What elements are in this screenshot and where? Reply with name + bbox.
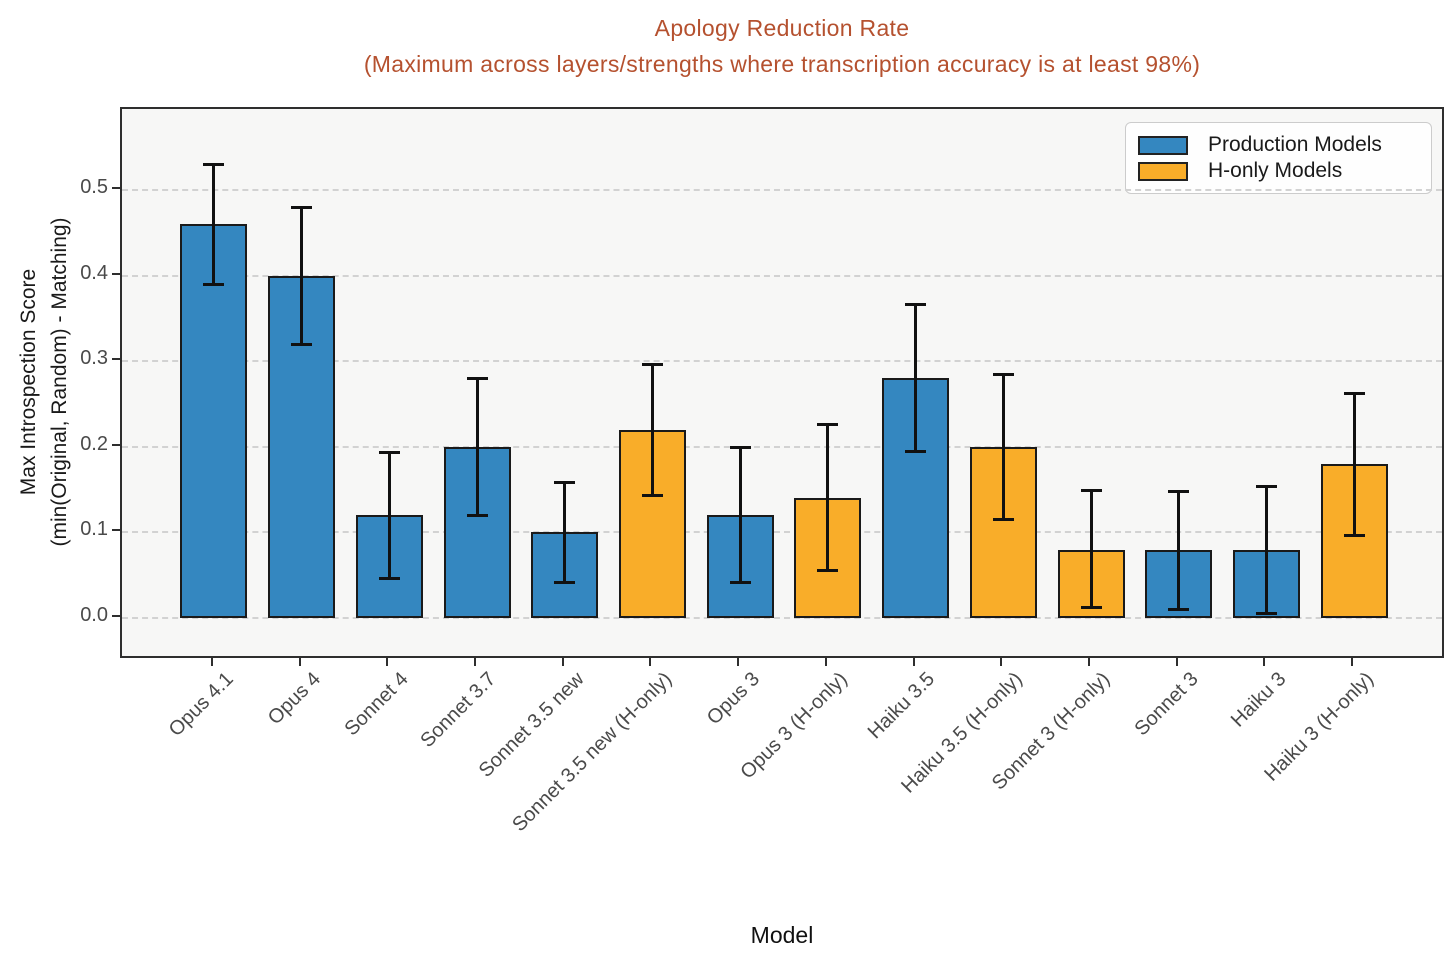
x-tickmark-sonnet-3-h-only (1088, 658, 1090, 666)
x-axis-label: Model (750, 922, 814, 948)
error-bar-opus-4 (300, 207, 304, 345)
x-tick-label-sonnet-3: Sonnet 3 (1130, 668, 1203, 741)
error-cap-lo-sonnet-3-h-only (1080, 606, 1102, 610)
error-cap-hi-haiku-3-5-h-only (992, 372, 1014, 376)
error-cap-lo-sonnet-3-5-new-h-only (641, 494, 663, 498)
x-tick-label-sonnet-3-5-new-h-only: Sonnet 3.5 new (H-only) (507, 668, 676, 837)
y-tickmark-0.1 (112, 529, 120, 532)
y-tickmark-0.4 (112, 272, 120, 275)
error-cap-hi-opus-4-1 (203, 162, 225, 166)
x-tickmark-sonnet-3-5-new-h-only (649, 658, 652, 666)
x-tickmark-opus-4 (298, 658, 301, 666)
bar-opus-4-1 (180, 224, 248, 618)
error-cap-lo-opus-3-h-only (817, 568, 839, 572)
x-tickmark-haiku-3 (1263, 658, 1266, 666)
gridline-0.1 (122, 531, 1442, 534)
error-cap-hi-sonnet-3-h-only (1080, 489, 1102, 492)
y-tick-label-0.0: 0.0 (80, 604, 108, 626)
y-tick-label-0.5: 0.5 (80, 176, 108, 198)
x-tickmark-sonnet-3-7 (474, 658, 476, 666)
error-bar-opus-3-h-only (826, 424, 830, 570)
x-tickmark-sonnet-3-5-new (561, 658, 564, 666)
y-tick-label-0.2: 0.2 (80, 432, 108, 455)
error-cap-lo-haiku-3-5 (905, 449, 927, 453)
x-tickmark-opus-3 (737, 658, 740, 666)
legend-swatch-production-models (1138, 135, 1188, 155)
legend-item-production-models: Production Models (1138, 132, 1419, 158)
error-cap-hi-sonnet-3 (1168, 489, 1190, 493)
x-tickmark-sonnet-4 (386, 658, 389, 666)
y-tickmark-0.0 (112, 615, 120, 617)
error-bar-haiku-3-5-h-only (1001, 374, 1005, 520)
error-cap-hi-sonnet-4 (378, 451, 400, 455)
y-tickmark-0.3 (112, 358, 120, 361)
gridline-0.2 (122, 445, 1442, 448)
x-tickmark-opus-4-1 (210, 658, 213, 666)
y-tickmark-0.2 (112, 443, 120, 446)
error-cap-lo-opus-4-1 (203, 282, 225, 286)
legend-swatch-h-only-models (1138, 161, 1188, 181)
error-cap-lo-haiku-3 (1255, 612, 1277, 616)
chart-subtitle: (Maximum across layers/strengths where t… (363, 51, 1201, 77)
gridline-0.4 (122, 274, 1442, 277)
gridline-0.5 (122, 189, 1442, 191)
x-tickmark-opus-3-h-only (824, 658, 827, 666)
error-cap-hi-haiku-3-h-only (1343, 392, 1365, 396)
error-cap-hi-opus-4 (291, 205, 313, 209)
error-bar-opus-4-1 (212, 164, 216, 285)
x-tick-label-sonnet-4: Sonnet 4 (340, 668, 413, 741)
error-cap-hi-sonnet-3-5-new-h-only (641, 363, 663, 367)
error-bar-sonnet-3-5-new-h-only (650, 364, 654, 496)
error-cap-hi-opus-3 (729, 446, 751, 450)
error-bar-sonnet-3-7 (475, 378, 479, 516)
legend-label-h-only-models: H-only Models (1208, 159, 1343, 182)
legend: Production Models H-only Models (1125, 122, 1432, 194)
error-cap-hi-haiku-3 (1255, 484, 1277, 488)
error-cap-lo-sonnet-3-7 (466, 513, 488, 517)
x-tick-label-haiku-3-5: Haiku 3.5 (863, 668, 940, 744)
error-cap-hi-opus-3-h-only (817, 423, 839, 426)
error-cap-hi-sonnet-3-7 (466, 376, 488, 380)
x-tick-label-haiku-3: Haiku 3 (1226, 668, 1290, 732)
error-bar-sonnet-3-5-new (563, 482, 567, 583)
x-tick-label-opus-4: Opus 4 (264, 668, 326, 730)
error-bar-haiku-3-5 (914, 304, 918, 452)
x-tickmark-haiku-3-5-h-only (1000, 658, 1003, 666)
error-cap-lo-haiku-3-5-h-only (992, 518, 1014, 522)
error-cap-lo-opus-4 (291, 342, 313, 346)
error-bar-haiku-3 (1264, 486, 1268, 614)
y-tick-label-0.3: 0.3 (80, 347, 108, 370)
chart-title: Apology Reduction Rate (654, 15, 910, 41)
error-bar-opus-3 (738, 447, 742, 583)
error-cap-lo-sonnet-3-5-new (554, 581, 576, 585)
error-cap-lo-sonnet-4 (378, 577, 400, 581)
y-tick-label-0.1: 0.1 (80, 518, 108, 541)
legend-label-production-models: Production Models (1208, 133, 1382, 156)
error-bar-sonnet-3-h-only (1089, 490, 1093, 608)
error-bar-sonnet-3 (1177, 491, 1181, 610)
error-cap-lo-opus-3 (729, 581, 751, 585)
x-tick-label-opus-4-1: Opus 4.1 (164, 668, 238, 741)
legend-item-h-only-models: H-only Models (1138, 158, 1419, 184)
error-cap-hi-sonnet-3-5-new (554, 481, 576, 485)
x-tick-label-sonnet-3-7: Sonnet 3.7 (416, 668, 501, 752)
error-cap-hi-haiku-3-5 (905, 303, 927, 307)
error-cap-lo-haiku-3-h-only (1343, 534, 1365, 538)
y-tick-label-0.4: 0.4 (80, 261, 108, 284)
chart-title-block: Apology Reduction Rate (Maximum across l… (120, 10, 1444, 82)
plot-area: Production Models H-only Models (120, 107, 1444, 658)
gridline-0.3 (122, 360, 1442, 363)
x-tickmark-sonnet-3 (1175, 658, 1178, 666)
gridline-0.0 (122, 617, 1442, 619)
y-tickmark-0.5 (112, 187, 120, 189)
error-bar-haiku-3-h-only (1352, 393, 1356, 536)
x-tick-label-opus-3: Opus 3 (702, 668, 764, 730)
error-cap-lo-sonnet-3 (1168, 607, 1190, 611)
error-bar-sonnet-4 (387, 452, 391, 579)
x-tickmark-haiku-3-5 (912, 658, 915, 666)
x-tickmark-haiku-3-h-only (1351, 658, 1354, 666)
